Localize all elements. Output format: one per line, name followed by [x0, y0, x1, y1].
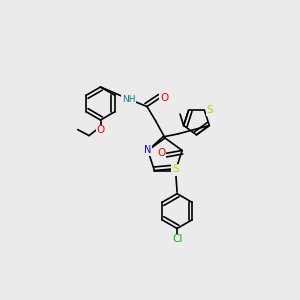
- Text: S: S: [206, 105, 213, 116]
- Text: O: O: [160, 92, 168, 103]
- Text: N: N: [172, 166, 179, 176]
- Text: NH: NH: [122, 94, 135, 103]
- Text: Cl: Cl: [172, 234, 182, 244]
- Text: N: N: [144, 146, 152, 155]
- Text: O: O: [157, 148, 165, 158]
- Text: O: O: [96, 125, 105, 135]
- Text: S: S: [172, 164, 179, 174]
